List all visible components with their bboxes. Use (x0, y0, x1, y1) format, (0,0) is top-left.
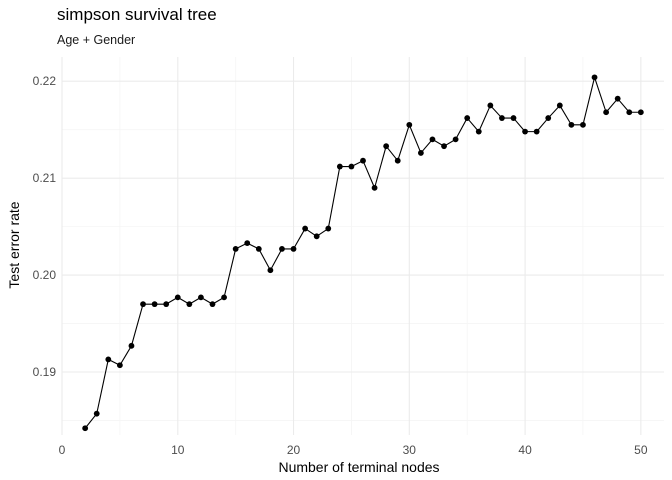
data-point (151, 301, 158, 308)
data-point (163, 301, 170, 308)
data-point (360, 157, 366, 164)
data-point (533, 128, 540, 135)
data-point (568, 121, 575, 128)
data-point (313, 233, 320, 240)
data-point (232, 246, 239, 252)
x-tick-label: 40 (518, 443, 532, 457)
data-point (556, 102, 563, 109)
x-tick-label: 20 (287, 443, 301, 457)
y-tick-label: 0.19 (33, 365, 57, 379)
data-point (290, 246, 297, 252)
x-tick-label: 30 (403, 443, 417, 457)
data-point (140, 301, 146, 308)
grid-major-lines (61, 57, 664, 435)
data-point (279, 246, 285, 252)
data-point (267, 267, 274, 274)
data-point (105, 356, 112, 363)
data-point (580, 121, 586, 128)
data-point (487, 102, 494, 109)
y-tick-label: 0.20 (33, 268, 57, 282)
data-point (348, 163, 355, 170)
series-error-rate (82, 74, 644, 432)
x-axis-title: Number of terminal nodes (278, 459, 439, 475)
x-tick-label: 10 (171, 443, 185, 457)
data-point (626, 109, 633, 116)
data-point (452, 136, 459, 143)
data-point (325, 225, 332, 232)
y-tick-label: 0.21 (33, 171, 57, 185)
data-point (522, 128, 528, 135)
y-axis-title: Test error rate (6, 201, 22, 288)
chart-title: simpson survival tree (57, 5, 217, 24)
data-point (441, 143, 447, 150)
data-point (221, 294, 227, 301)
data-point (475, 128, 482, 135)
data-point (93, 410, 100, 417)
x-tick-label: 0 (59, 443, 66, 457)
data-point (186, 301, 193, 308)
data-point (116, 362, 123, 369)
data-point (417, 150, 424, 156)
data-point (499, 115, 505, 121)
data-point (545, 115, 552, 121)
data-point (209, 301, 216, 308)
data-point (510, 115, 517, 121)
data-point (302, 225, 309, 232)
data-point (394, 157, 401, 164)
x-tick-label: 50 (634, 443, 648, 457)
data-point (82, 425, 89, 432)
data-point (406, 121, 413, 128)
data-point (244, 240, 251, 246)
data-point (603, 109, 610, 116)
data-point (383, 143, 390, 150)
y-tick-label: 0.22 (33, 74, 57, 88)
x-axis-ticks: 0 10 20 30 40 50 (59, 443, 648, 457)
data-point (336, 163, 343, 170)
data-point (464, 115, 471, 121)
chart-subtitle: Age + Gender (57, 33, 136, 47)
data-point (174, 294, 181, 301)
data-point (198, 294, 204, 301)
data-point (614, 95, 621, 102)
data-point (637, 109, 644, 116)
data-point (429, 136, 436, 143)
grid-minor-lines (62, 57, 664, 435)
data-point (371, 184, 378, 191)
data-point (255, 246, 262, 252)
data-point (591, 74, 598, 81)
data-point (128, 342, 135, 349)
y-axis-ticks: 0.19 0.20 0.21 0.22 (33, 74, 57, 379)
